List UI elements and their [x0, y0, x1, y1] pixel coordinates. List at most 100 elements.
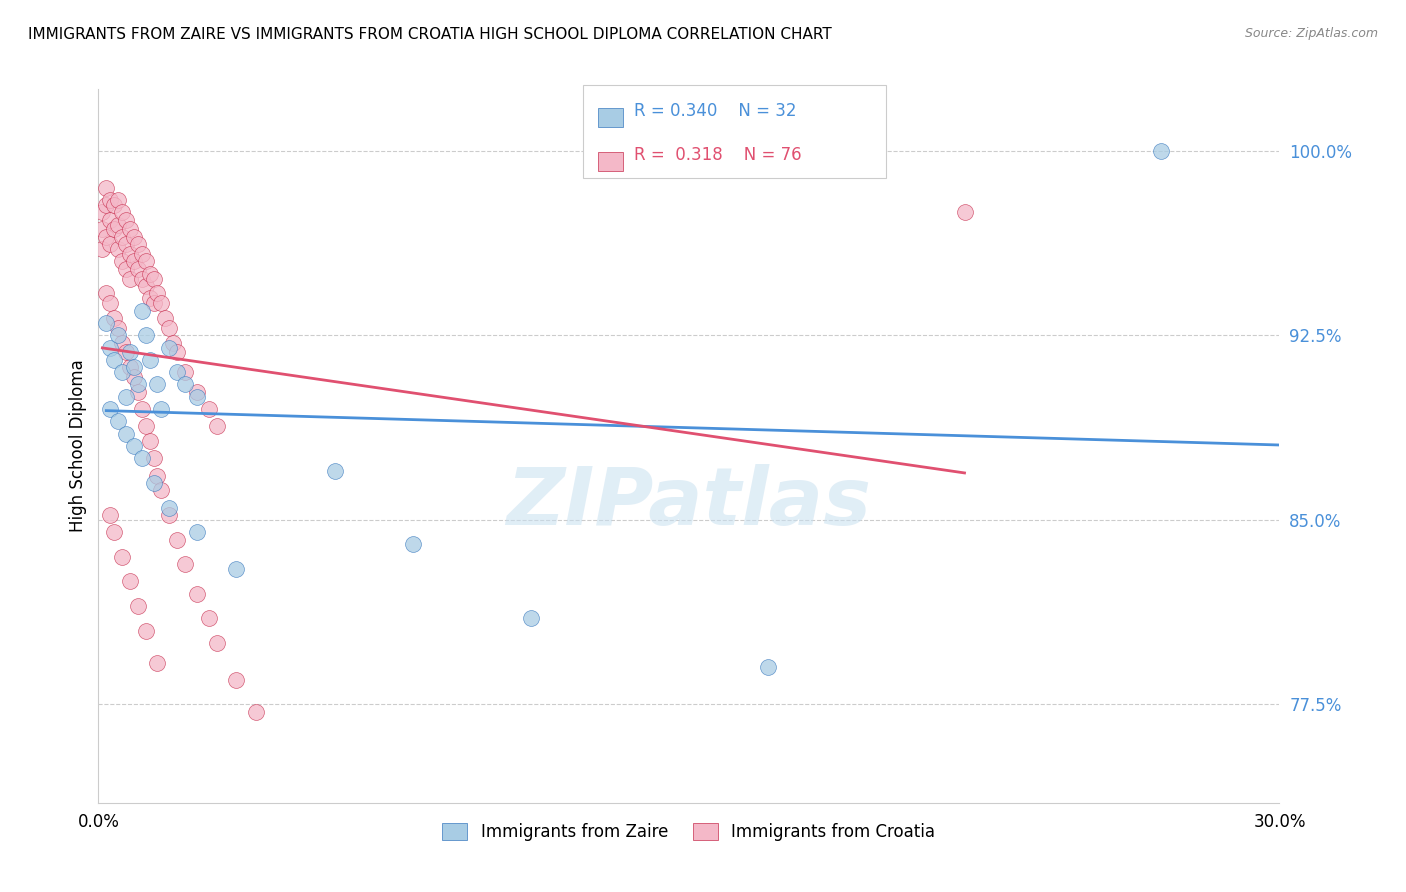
Point [135, 624, 157, 638]
Point [138, 291, 160, 305]
Point [402, 537, 425, 551]
Point [225, 562, 247, 576]
Point [135, 254, 157, 268]
Point [103, 525, 125, 540]
Point [1150, 144, 1173, 158]
Point [174, 377, 197, 392]
Point [98, 296, 121, 310]
Point [111, 365, 134, 379]
Point [118, 247, 141, 261]
Point [107, 218, 129, 232]
Point [118, 345, 141, 359]
Point [115, 261, 138, 276]
Point [111, 254, 134, 268]
Point [115, 345, 138, 359]
Point [91, 222, 114, 236]
Point [111, 549, 134, 564]
Point [98, 237, 121, 252]
Point [138, 267, 160, 281]
Point [91, 205, 114, 219]
Point [96, 198, 118, 212]
Point [107, 193, 129, 207]
Point [135, 279, 157, 293]
Point [131, 271, 153, 285]
Point [127, 384, 149, 399]
Point [186, 587, 208, 601]
Point [146, 656, 169, 670]
Point [205, 636, 228, 650]
Point [127, 377, 149, 392]
Point [155, 311, 177, 326]
Point [96, 180, 118, 194]
Point [174, 365, 197, 379]
Point [953, 205, 976, 219]
Point [103, 352, 125, 367]
Point [98, 193, 121, 207]
Point [107, 321, 129, 335]
Point [138, 352, 160, 367]
Point [197, 402, 219, 417]
Text: Source: ZipAtlas.com: Source: ZipAtlas.com [1244, 27, 1378, 40]
Point [135, 419, 157, 434]
Point [96, 286, 118, 301]
Point [96, 230, 118, 244]
Text: ZIPatlas: ZIPatlas [506, 464, 872, 542]
Point [122, 254, 145, 268]
Point [98, 402, 121, 417]
Point [122, 360, 145, 375]
Point [142, 296, 165, 310]
Point [98, 508, 121, 522]
Point [131, 451, 153, 466]
Point [245, 705, 267, 719]
Point [225, 673, 247, 687]
Point [127, 599, 149, 613]
Point [118, 360, 141, 375]
Point [115, 237, 138, 252]
Legend: Immigrants from Zaire, Immigrants from Croatia: Immigrants from Zaire, Immigrants from C… [436, 816, 942, 848]
Text: R =  0.318    N = 76: R = 0.318 N = 76 [634, 146, 801, 164]
Point [166, 365, 188, 379]
Point [96, 316, 118, 330]
Point [111, 230, 134, 244]
Point [157, 341, 180, 355]
Point [107, 328, 129, 343]
Point [197, 611, 219, 625]
Point [111, 205, 134, 219]
Point [150, 296, 173, 310]
Text: IMMIGRANTS FROM ZAIRE VS IMMIGRANTS FROM CROATIA HIGH SCHOOL DIPLOMA CORRELATION: IMMIGRANTS FROM ZAIRE VS IMMIGRANTS FROM… [28, 27, 832, 42]
Point [118, 574, 141, 589]
Point [115, 390, 138, 404]
Point [127, 237, 149, 252]
Point [142, 271, 165, 285]
Point [103, 198, 125, 212]
Point [118, 222, 141, 236]
Point [107, 242, 129, 256]
Point [166, 533, 188, 547]
Point [91, 242, 114, 256]
Point [98, 341, 121, 355]
Point [323, 464, 346, 478]
Text: R = 0.340    N = 32: R = 0.340 N = 32 [634, 102, 797, 120]
Point [186, 384, 208, 399]
Point [103, 311, 125, 326]
Y-axis label: High School Diploma: High School Diploma [69, 359, 87, 533]
Point [131, 247, 153, 261]
Point [142, 475, 165, 490]
Point [162, 335, 184, 350]
Point [122, 370, 145, 384]
Point [146, 468, 169, 483]
Point [127, 261, 149, 276]
Point [146, 286, 169, 301]
Point [103, 222, 125, 236]
Point [122, 230, 145, 244]
Point [131, 303, 153, 318]
Point [138, 434, 160, 448]
Point [157, 500, 180, 515]
Point [135, 328, 157, 343]
Point [115, 212, 138, 227]
Point [150, 483, 173, 498]
Point [115, 426, 138, 441]
Point [150, 402, 173, 417]
Point [98, 212, 121, 227]
Point [122, 439, 145, 453]
